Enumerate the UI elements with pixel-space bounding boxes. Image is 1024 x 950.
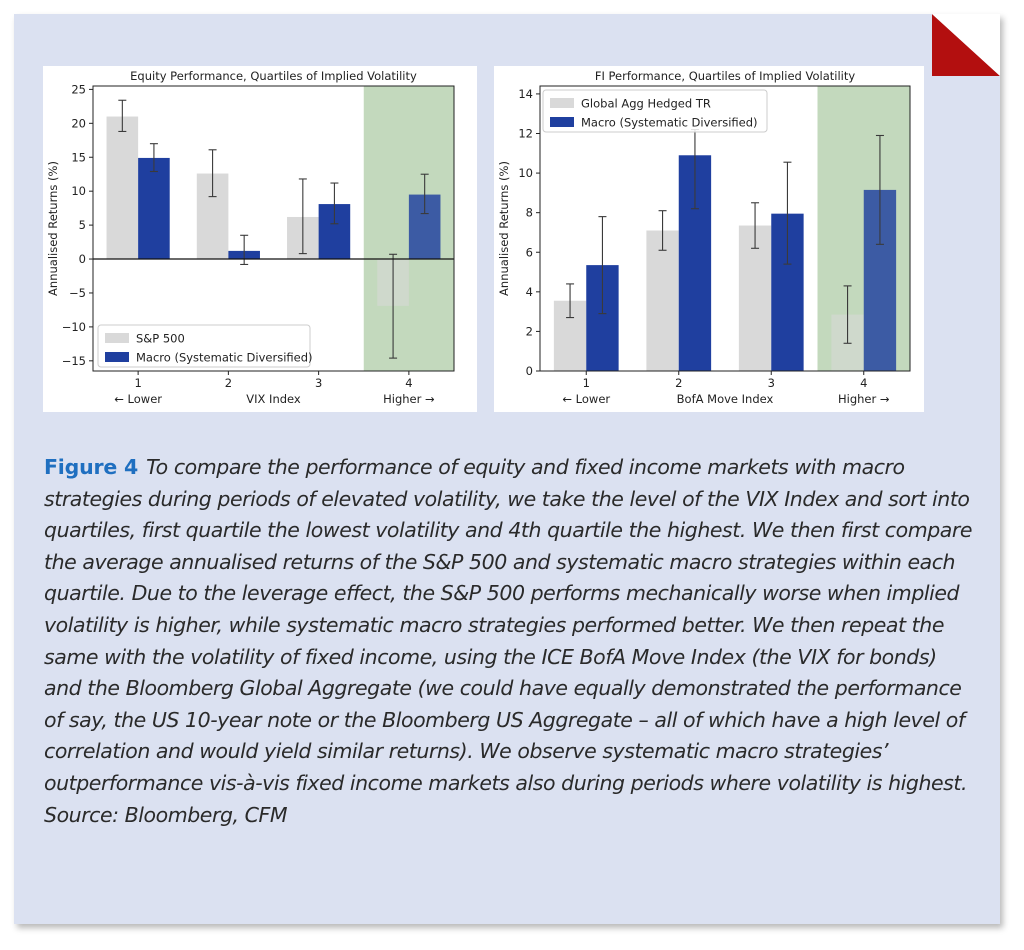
equity-errorbar-macro-q4 <box>420 173 429 215</box>
fi-errorbar-macro-q3 <box>783 161 792 265</box>
fi-errorbar-benchmark-q2 <box>658 210 667 251</box>
fi-performance-chart: FI Performance, Quartiles of Implied Vol… <box>494 66 924 412</box>
fi-errorbar-macro-q4 <box>875 134 884 245</box>
equity-bar-macro-q1 <box>138 157 170 260</box>
figure-caption: Figure 4 To compare the performance of eq… <box>44 452 974 831</box>
fi-bar-benchmark-q3 <box>738 225 772 371</box>
equity-y-axis-label: Annualised Returns (%) <box>46 161 60 296</box>
equity-x-tick-label: 3 <box>315 376 322 390</box>
fi-errorbar-benchmark-q3 <box>751 202 760 249</box>
fi-x-tick-label: 2 <box>675 376 682 390</box>
equity-legend-label-macro: Macro (Systematic Diversified) <box>136 351 313 365</box>
fi-x-axis-label: BofA Move Index <box>677 392 774 406</box>
equity-x-tick-label: 4 <box>405 376 412 390</box>
equity-errorbar-macro-q1 <box>149 143 158 173</box>
equity-y-tick-label: 0 <box>79 252 86 266</box>
fi-legend-label-macro: Macro (Systematic Diversified) <box>581 116 758 130</box>
fi-x-tick-label: 4 <box>860 376 867 390</box>
fi-legend-label-benchmark: Global Agg Hedged TR <box>581 97 711 111</box>
fi-chart-svg: FI Performance, Quartiles of Implied Vol… <box>497 69 911 406</box>
equity-chart-svg: Equity Performance, Quartiles of Implied… <box>46 69 455 406</box>
equity-y-tick-label: 10 <box>71 184 86 198</box>
equity-y-tick-label: −5 <box>69 286 86 300</box>
equity-errorbar-benchmark-q2 <box>208 149 217 198</box>
equity-performance-chart: Equity Performance, Quartiles of Implied… <box>43 66 477 412</box>
equity-legend-swatch-macro <box>105 352 129 362</box>
fi-bar-benchmark-q2 <box>646 230 679 371</box>
fi-x-tick-label: 1 <box>583 376 590 390</box>
equity-errorbar-macro-q2 <box>240 234 249 266</box>
equity-y-tick-label: 5 <box>79 218 86 232</box>
fi-y-tick-label: 12 <box>518 127 533 141</box>
equity-x-axis-label: VIX Index <box>246 392 301 406</box>
fi-x-sublabel-lower: ← Lower <box>562 392 610 406</box>
equity-y-tick-label: 25 <box>71 82 86 96</box>
equity-legend-box <box>97 324 311 368</box>
fi-y-tick-label: 2 <box>526 324 533 338</box>
equity-legend-label-benchmark: S&P 500 <box>136 332 185 346</box>
figure-label: Figure 4 <box>44 455 139 479</box>
fi-y-tick-label: 0 <box>526 364 533 378</box>
equity-chart-title: Equity Performance, Quartiles of Implied… <box>130 69 417 83</box>
equity-y-tick-label: −10 <box>62 320 86 334</box>
equity-errorbar-benchmark-q4 <box>389 253 398 359</box>
equity-plot-frame <box>92 85 455 372</box>
fi-errorbar-macro-q1 <box>598 216 607 315</box>
equity-errorbar-macro-q3 <box>330 182 339 225</box>
fi-y-tick-label: 6 <box>526 245 533 259</box>
equity-x-tick-label: 2 <box>225 376 232 390</box>
fi-y-tick-label: 4 <box>526 285 533 299</box>
fi-chart-title: FI Performance, Quartiles of Implied Vol… <box>595 69 855 83</box>
equity-y-tick-label: 20 <box>71 116 86 130</box>
fi-y-tick-label: 10 <box>518 166 533 180</box>
equity-x-sublabel-lower: ← Lower <box>114 392 162 406</box>
equity-errorbar-benchmark-q1 <box>118 99 127 133</box>
equity-errorbar-benchmark-q3 <box>298 178 307 255</box>
equity-bar-benchmark-q1 <box>106 116 139 260</box>
page-corner-fold <box>932 14 1000 76</box>
fi-legend-box <box>542 89 768 133</box>
fi-y-tick-label: 14 <box>518 87 533 101</box>
fi-legend-swatch-macro <box>550 117 574 127</box>
fi-x-sublabel-higher: Higher → <box>838 392 890 406</box>
fi-y-axis-label: Annualised Returns (%) <box>497 161 511 296</box>
fi-plot-frame <box>539 85 911 372</box>
equity-legend-swatch-benchmark <box>105 333 129 343</box>
figure-caption-text: To compare the performance of equity and… <box>44 455 973 827</box>
equity-y-tick-label: −15 <box>62 354 86 368</box>
fi-errorbar-benchmark-q1 <box>566 283 575 319</box>
equity-y-tick-label: 15 <box>71 150 86 164</box>
equity-x-tick-label: 1 <box>134 376 141 390</box>
fi-y-tick-label: 8 <box>526 206 533 220</box>
equity-x-sublabel-higher: Higher → <box>383 392 435 406</box>
fi-errorbar-benchmark-q4 <box>843 285 852 344</box>
fi-x-tick-label: 3 <box>768 376 775 390</box>
fi-legend-swatch-benchmark <box>550 98 574 108</box>
